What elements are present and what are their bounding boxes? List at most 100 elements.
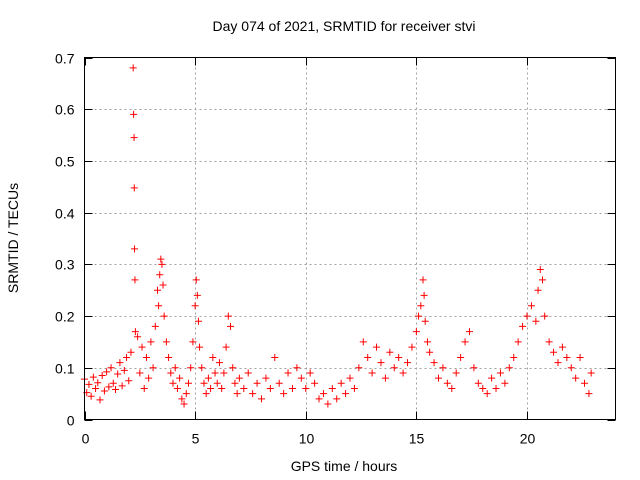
data-point [87,392,95,400]
data-point [368,369,376,377]
data-point [390,364,398,372]
y-tick-label: 0.3 [55,257,75,273]
data-point [417,302,425,310]
data-point [419,276,427,284]
data-point [576,353,584,361]
data-point [534,286,542,294]
data-point [85,380,93,388]
data-point [192,276,200,284]
data-point [114,370,122,378]
data-point [202,390,210,398]
x-tick-label: 20 [520,431,536,447]
data-point [193,291,201,299]
data-point [209,353,217,361]
data-point [136,369,144,377]
data-point [284,369,292,377]
data-point [430,359,438,367]
data-point [244,369,252,377]
data-point [585,390,593,398]
data-point [333,395,341,403]
data-point [92,384,100,392]
data-point [200,379,208,387]
data-point [492,384,500,392]
data-point [118,382,126,390]
data-point [563,353,571,361]
data-point [302,384,310,392]
data-point [527,302,535,310]
data-point [151,322,159,330]
data-point [145,374,153,382]
data-point [538,276,546,284]
data-point [169,379,177,387]
data-points [81,64,595,408]
data-point [280,390,288,398]
data-point [213,379,221,387]
data-point [381,374,389,382]
data-point [501,379,509,387]
y-tick-label: 0 [67,413,75,429]
data-point [319,390,327,398]
data-point [306,369,314,377]
data-point [461,338,469,346]
data-point [111,386,119,394]
data-point [189,338,197,346]
data-point [346,374,354,382]
data-point [180,400,188,408]
y-tick-label: 0.4 [55,206,75,222]
data-point [275,379,283,387]
data-point [138,343,146,351]
data-point [107,364,115,372]
data-point [220,369,228,377]
data-point [439,364,447,372]
data-point [227,322,235,330]
data-point [240,384,248,392]
data-point [184,379,192,387]
data-point [324,400,332,408]
data-point [125,377,133,385]
data-point [131,276,139,284]
data-point [457,353,465,361]
data-point [233,390,241,398]
data-point [130,110,138,118]
data-point [423,338,431,346]
data-point [412,328,420,336]
axis-ticks [84,57,616,421]
y-tick-label: 0.7 [55,51,75,67]
data-point [479,384,487,392]
data-point [149,364,157,372]
data-point [443,379,451,387]
data-point [266,384,274,392]
data-point [288,384,296,392]
data-point [131,328,139,336]
data-point [386,348,394,356]
y-axis-title: SRMTID / TECUs [5,183,21,293]
data-point [355,364,363,372]
data-point [130,134,138,142]
data-point [448,384,456,392]
data-point [187,364,195,372]
data-point [395,353,403,361]
data-point [519,322,527,330]
data-point [204,374,212,382]
data-point [496,369,504,377]
x-tick-label: 0 [82,431,90,447]
data-point [420,291,428,299]
data-point [120,366,128,374]
x-tick-label: 10 [299,431,315,447]
data-point [147,338,155,346]
data-point [505,364,513,372]
data-point [165,353,173,361]
data-point [171,364,179,372]
data-point [483,390,491,398]
x-axis-title: GPS time / hours [291,458,398,474]
data-point [229,364,237,372]
data-point [452,369,460,377]
data-point [558,343,566,351]
chart-title: Day 074 of 2021, SRMTID for receiver stv… [213,18,476,34]
data-point [224,312,232,320]
data-point [426,348,434,356]
data-point [218,384,226,392]
grid-lines [84,57,616,420]
data-point [191,302,199,310]
data-point [140,384,148,392]
